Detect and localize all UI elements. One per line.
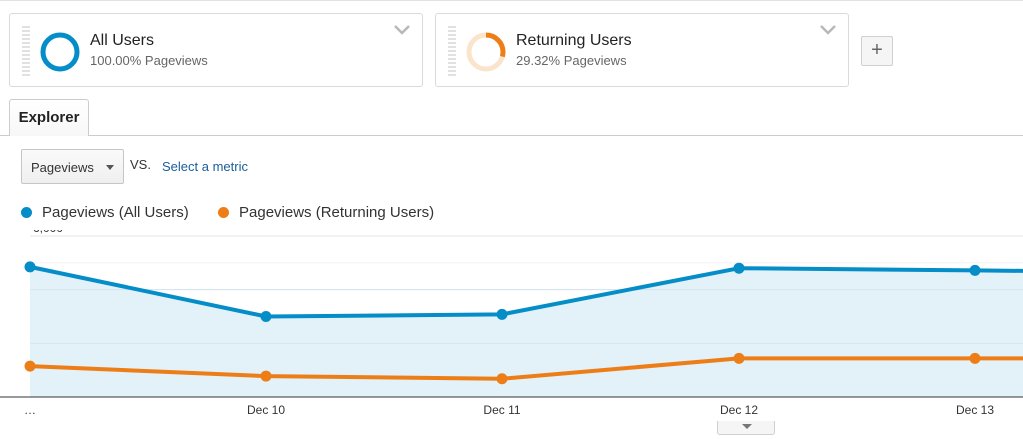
data-point: [733, 352, 745, 364]
data-point: [260, 311, 272, 322]
segment-ring-all-users: [40, 32, 80, 72]
data-point: [260, 370, 272, 382]
x-tick-label: Dec 11: [483, 403, 520, 417]
legend-label: Pageviews (Returning Users): [239, 204, 435, 221]
data-point: [24, 261, 36, 273]
data-point: [496, 308, 508, 320]
ring-arc: [40, 32, 80, 72]
x-tick-label: Dec 10: [247, 403, 285, 417]
select-metric-link[interactable]: Select a metric: [162, 159, 248, 174]
segment-title: Returning Users: [516, 32, 632, 49]
top-divider: [0, 0, 1023, 4]
tab-explorer[interactable]: Explorer: [9, 99, 89, 136]
data-point: [496, 373, 508, 385]
chevron-down-icon[interactable]: [818, 22, 838, 38]
expand-chart-toggle[interactable]: [717, 421, 775, 435]
chevron-down-icon[interactable]: [392, 22, 412, 38]
segment-card-returning-users[interactable]: Returning Users 29.32% Pageviews: [435, 13, 849, 87]
metric-dropdown[interactable]: Pageviews: [21, 149, 124, 184]
x-tick-label: …: [24, 403, 36, 417]
data-point: [969, 352, 981, 364]
tab-bar: [0, 135, 1023, 136]
data-point: [969, 264, 981, 276]
y-tick-label: 6,000: [33, 230, 63, 235]
legend-item-returning-users[interactable]: Pageviews (Returning Users): [218, 204, 434, 221]
add-segment-button[interactable]: +: [861, 36, 893, 66]
segment-ring-returning-users: [466, 32, 506, 72]
legend-dot-icon: [218, 207, 229, 218]
legend-item-all-users[interactable]: Pageviews (All Users): [21, 204, 189, 221]
data-point: [24, 360, 36, 372]
segment-title: All Users: [90, 32, 155, 49]
data-point: [733, 262, 745, 274]
drag-handle-icon[interactable]: [22, 26, 30, 76]
segment-subtitle: 29.32% Pageviews: [516, 53, 627, 68]
vs-label: VS.: [130, 157, 151, 172]
legend-label: Pageviews (All Users): [42, 204, 189, 221]
ring-arc: [466, 32, 506, 72]
segment-card-all-users[interactable]: All Users 100.00% Pageviews: [9, 13, 423, 87]
x-tick-label: Dec 13: [956, 403, 994, 417]
series-line-0: [29, 264, 1023, 319]
caret-down-icon: [742, 424, 752, 429]
series-line-1: [29, 356, 1023, 381]
metric-dropdown-value: Pageviews: [31, 160, 94, 175]
caret-down-icon: [106, 165, 114, 170]
drag-handle-icon[interactable]: [448, 26, 456, 76]
series-area: [30, 266, 1023, 397]
segment-subtitle: 100.00% Pageviews: [90, 53, 208, 68]
x-tick-label: Dec 12: [720, 403, 758, 417]
legend-dot-icon: [21, 207, 32, 218]
